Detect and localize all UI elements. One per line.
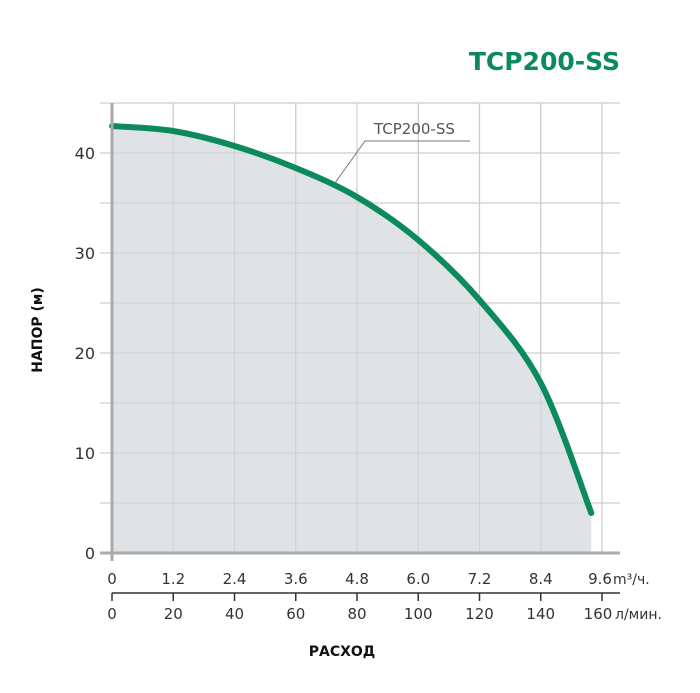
chart-title: TCP200-SS (469, 47, 620, 76)
x-tick-label-lmin: 0 (107, 605, 117, 623)
y-tick-label: 30 (75, 244, 95, 263)
x-tick-label-lmin: 100 (404, 605, 433, 623)
x-tick-label-m3h: 3.6 (284, 570, 308, 588)
x-tick-label-m3h: 6.0 (406, 570, 430, 588)
x-unit-m3h: m³/ч. (613, 572, 650, 588)
series-line-tcp200-ss (109, 123, 595, 516)
annotation-leader-line (334, 140, 470, 184)
y-axis-label: НАПОР (м) (30, 287, 46, 373)
x-tick-label-lmin: 40 (225, 605, 244, 623)
y-tick-label: 0 (85, 544, 95, 563)
x-unit-lmin: л/мин. (615, 607, 662, 623)
annotation: TCP200-SS (334, 120, 470, 184)
curve-area-fill (112, 126, 592, 553)
x-tick-label-m3h: 8.4 (529, 570, 553, 588)
x-tick-label-lmin: 160 (584, 605, 613, 623)
axes: 0 10 20 30 40 0 1.2 2.4 3.6 4.8 6.0 7.2 8.4 9.6 m³/ч. 0… (75, 103, 662, 623)
grid-overlay (112, 102, 620, 553)
x-tick-label-m3h: 2.4 (223, 570, 247, 588)
y-tick-label: 10 (75, 444, 95, 463)
annotation-label: TCP200-SS (373, 120, 455, 138)
x-tick-label-lmin: 80 (347, 605, 366, 623)
x-tick-label-lmin: 140 (526, 605, 555, 623)
x-tick-label-lmin: 20 (164, 605, 183, 623)
x-tick-label-lmin: 60 (286, 605, 305, 623)
y-tick-label: 40 (75, 144, 95, 163)
x-tick-label-m3h: 4.8 (345, 570, 369, 588)
x-tick-label-m3h: 7.2 (468, 570, 492, 588)
x-tick-label-m3h: 1.2 (161, 570, 185, 588)
y-tick-label: 20 (75, 344, 95, 363)
x-tick-label-m3h: 9.6 (588, 570, 612, 588)
x-tick-label-lmin: 120 (465, 605, 494, 623)
x-tick-label-m3h: 0 (107, 570, 117, 588)
x-axis-label: РАСХОД (309, 644, 376, 660)
